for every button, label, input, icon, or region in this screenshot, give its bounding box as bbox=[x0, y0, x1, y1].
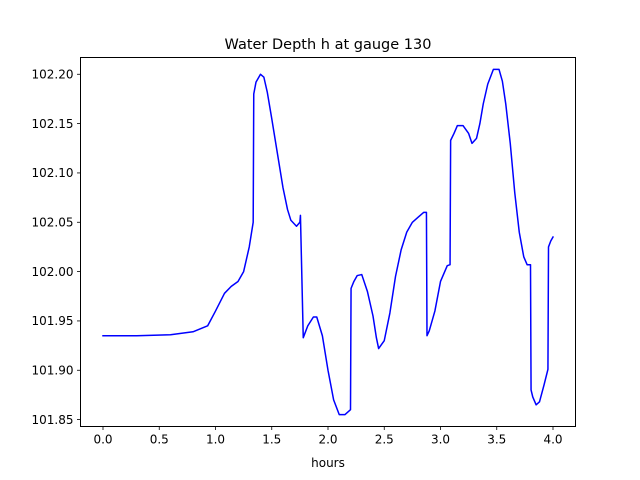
x-tick-label: 2.0 bbox=[318, 433, 337, 447]
x-axis-label: hours bbox=[311, 456, 345, 470]
y-tick-label: 102.10 bbox=[32, 166, 74, 180]
x-tick-label: 3.5 bbox=[487, 433, 506, 447]
y-tick-label: 102.15 bbox=[32, 117, 74, 131]
series-line-0 bbox=[102, 68, 555, 416]
y-tick-label: 101.95 bbox=[32, 314, 74, 328]
y-tick-label: 101.85 bbox=[32, 413, 74, 427]
y-tick-label: 102.20 bbox=[32, 68, 74, 82]
plot-area bbox=[102, 68, 555, 416]
x-tick-label: 3.0 bbox=[431, 433, 450, 447]
x-tick-label: 2.5 bbox=[375, 433, 394, 447]
axes-frame bbox=[80, 57, 576, 427]
y-tick-label: 101.90 bbox=[32, 364, 74, 378]
x-tick-label: 1.0 bbox=[206, 433, 225, 447]
x-tick-label: 1.5 bbox=[262, 433, 281, 447]
y-axis: 101.85 101.90 101.95 102.00 102.05 102.10 102.… bbox=[32, 68, 81, 427]
x-axis: 0.0 0.5 1.0 1.5 2.0 2.5 3.0 3.5 4.0 bbox=[93, 426, 563, 447]
y-tick-label: 102.05 bbox=[32, 216, 74, 230]
x-tick-label: 4.0 bbox=[543, 433, 562, 447]
chart-title: Water Depth h at gauge 130 bbox=[225, 37, 432, 53]
y-tick-label: 102.00 bbox=[32, 265, 74, 279]
x-tick-label: 0.0 bbox=[93, 433, 112, 447]
x-tick-label: 0.5 bbox=[150, 433, 169, 447]
